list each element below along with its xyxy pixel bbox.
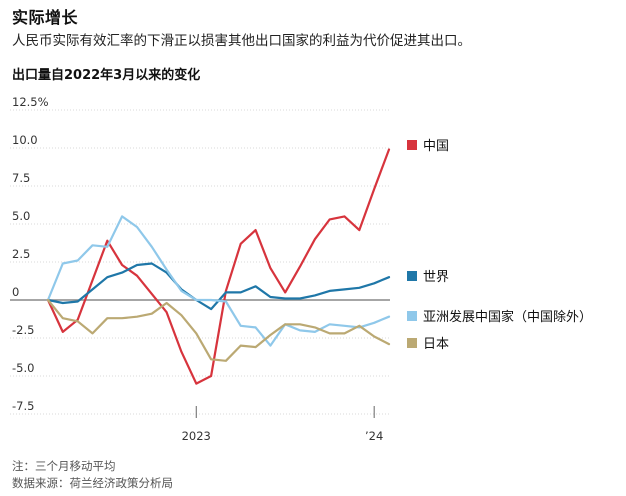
- legend-label: 中国: [423, 139, 449, 154]
- legend-swatch: [407, 271, 417, 281]
- footnote: 注：三个月移动平均: [12, 459, 116, 473]
- series-line-1: [46, 262, 391, 311]
- y-tick-label: 12.5%: [12, 95, 49, 109]
- series-line-0: [46, 148, 391, 385]
- y-tick-label: 5.0: [12, 209, 30, 223]
- legend-label: 世界: [423, 270, 449, 285]
- legend-label: 日本: [423, 337, 449, 352]
- x-tick-label: ’24: [365, 429, 383, 443]
- y-tick-label: -2.5: [12, 323, 34, 337]
- page-subtitle: 人民币实际有效汇率的下滑正以损害其他出口国家的利益为代价促进其出口。: [12, 33, 471, 49]
- legend-swatch: [407, 140, 417, 150]
- y-tick-label: 0: [12, 285, 19, 299]
- legend-label: 亚洲发展中国家（中国除外）: [423, 309, 592, 325]
- y-tick-label: 2.5: [12, 247, 30, 261]
- source-note: 数据来源：荷兰经济政策分析局: [12, 476, 173, 490]
- legend-swatch: [407, 311, 417, 321]
- page-title: 实际增长: [12, 8, 79, 27]
- chart-title: 出口量自2022年3月以来的变化: [12, 68, 201, 83]
- y-tick-label: -7.5: [12, 399, 34, 413]
- y-axis-ticks: 12.5% 10.0 7.5 5.0 2.5 0 -2.5 -5.0 -7.5: [12, 95, 49, 413]
- x-axis-ticks: 2023 ’24: [182, 406, 383, 443]
- legend-swatch: [407, 338, 417, 348]
- series-lines: [46, 148, 391, 385]
- x-tick-label: 2023: [182, 429, 211, 443]
- series-line-3: [46, 298, 391, 362]
- y-tick-label: 7.5: [12, 171, 30, 185]
- y-tick-label: -5.0: [12, 361, 34, 375]
- y-tick-label: 10.0: [12, 133, 38, 147]
- series-line-2: [46, 215, 391, 347]
